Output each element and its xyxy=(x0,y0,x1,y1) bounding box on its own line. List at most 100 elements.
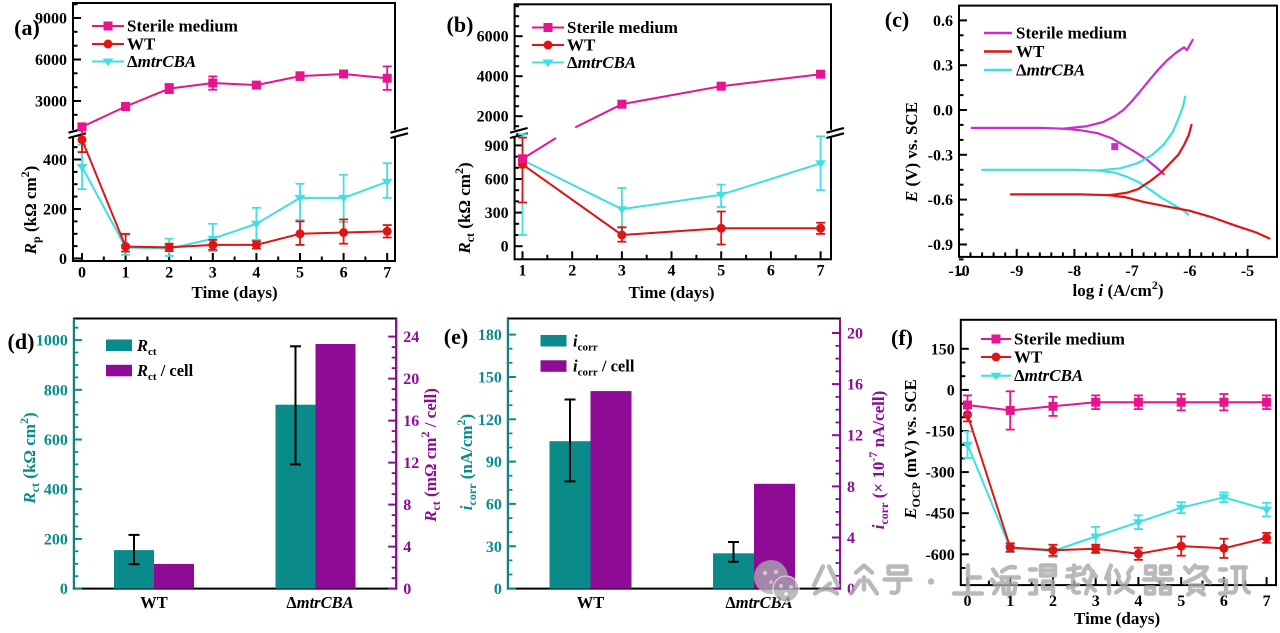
svg-text:-6: -6 xyxy=(1183,263,1196,280)
svg-text:900: 900 xyxy=(485,138,509,155)
svg-text:-600: -600 xyxy=(925,547,954,564)
svg-text:log i (A/cm2): log i (A/cm2) xyxy=(1072,278,1163,300)
svg-text:2: 2 xyxy=(165,265,173,282)
svg-text:WT: WT xyxy=(127,35,156,54)
svg-text:Rct (mΩ cm2 / cell): Rct (mΩ cm2 / cell) xyxy=(418,388,443,523)
svg-text:Time (days): Time (days) xyxy=(192,283,278,302)
svg-text:30: 30 xyxy=(486,539,502,556)
svg-text:2000: 2000 xyxy=(477,109,509,126)
svg-text:Sterile medium: Sterile medium xyxy=(1014,330,1125,349)
svg-text:3: 3 xyxy=(1092,593,1100,610)
svg-text:(f): (f) xyxy=(891,325,913,350)
svg-text:(d): (d) xyxy=(8,329,35,354)
svg-text:-300: -300 xyxy=(925,465,954,482)
svg-text:3: 3 xyxy=(209,265,217,282)
svg-text:3000: 3000 xyxy=(35,94,67,111)
svg-text:7: 7 xyxy=(383,265,391,282)
svg-text:Rct: Rct xyxy=(136,336,157,358)
svg-text:(b): (b) xyxy=(447,12,474,37)
svg-text:4: 4 xyxy=(403,539,411,556)
svg-text:E (V) vs. SCE: E (V) vs. SCE xyxy=(902,102,921,203)
svg-text:5: 5 xyxy=(296,265,304,282)
svg-text:-10: -10 xyxy=(948,263,969,280)
svg-text:4: 4 xyxy=(668,263,676,280)
svg-text:20: 20 xyxy=(403,371,419,388)
svg-text:1: 1 xyxy=(1006,593,1014,610)
svg-text:8: 8 xyxy=(847,479,855,496)
svg-text:0: 0 xyxy=(403,581,411,598)
svg-text:0: 0 xyxy=(947,382,955,399)
svg-text:200: 200 xyxy=(43,202,67,219)
svg-text:16: 16 xyxy=(847,377,863,394)
svg-text:EOCP (mV) vs. SCE: EOCP (mV) vs. SCE xyxy=(901,379,923,520)
svg-text:Rp (kΩ cm2): Rp (kΩ cm2) xyxy=(18,166,43,256)
svg-text:-7: -7 xyxy=(1125,263,1138,280)
svg-text:Sterile medium: Sterile medium xyxy=(1016,24,1127,43)
svg-text:0.3: 0.3 xyxy=(933,58,953,75)
svg-text:7: 7 xyxy=(817,263,825,280)
svg-text:(c): (c) xyxy=(885,7,909,32)
svg-text:20: 20 xyxy=(847,326,863,343)
svg-text:-0.3: -0.3 xyxy=(928,147,953,164)
svg-text:12: 12 xyxy=(403,455,419,472)
svg-text:ΔmtrCBA: ΔmtrCBA xyxy=(127,52,196,71)
svg-text:ΔmtrCBA: ΔmtrCBA xyxy=(1016,61,1085,80)
svg-text:1: 1 xyxy=(122,265,130,282)
svg-text:4000: 4000 xyxy=(477,69,509,86)
svg-text:4: 4 xyxy=(847,530,855,547)
svg-text:WT: WT xyxy=(1014,348,1043,367)
svg-text:(a): (a) xyxy=(14,15,40,40)
svg-text:90: 90 xyxy=(486,454,502,471)
svg-text:icorr (× 10-7 nA/cell): icorr (× 10-7 nA/cell) xyxy=(866,391,891,529)
svg-text:Rct (kΩ cm2): Rct (kΩ cm2) xyxy=(17,412,42,504)
svg-text:Sterile medium: Sterile medium xyxy=(127,17,238,36)
svg-text:0.6: 0.6 xyxy=(933,13,953,30)
svg-text:600: 600 xyxy=(44,432,68,449)
svg-text:180: 180 xyxy=(478,327,502,344)
svg-text:-0.9: -0.9 xyxy=(928,237,953,254)
svg-text:9000: 9000 xyxy=(35,11,67,28)
svg-text:0: 0 xyxy=(494,581,502,598)
svg-text:1000: 1000 xyxy=(36,333,68,350)
svg-text:WT: WT xyxy=(567,36,596,55)
svg-text:0: 0 xyxy=(501,239,509,256)
svg-text:4: 4 xyxy=(1134,593,1142,610)
svg-text:ΔmtrCBA: ΔmtrCBA xyxy=(567,53,636,72)
svg-text:8: 8 xyxy=(403,497,411,514)
svg-text:60: 60 xyxy=(486,496,502,513)
svg-text:WT: WT xyxy=(577,593,605,612)
svg-text:600: 600 xyxy=(485,172,509,189)
svg-text:(e): (e) xyxy=(444,324,468,349)
svg-text:2: 2 xyxy=(568,263,576,280)
svg-text:ΔmtrCBA: ΔmtrCBA xyxy=(286,593,353,612)
svg-text:icorr (nA/cm2): icorr (nA/cm2) xyxy=(454,414,479,510)
svg-text:WT: WT xyxy=(1016,42,1045,61)
svg-text:300: 300 xyxy=(485,205,509,222)
svg-text:0: 0 xyxy=(964,593,972,610)
svg-text:6000: 6000 xyxy=(35,52,67,69)
svg-text:0: 0 xyxy=(78,265,86,282)
svg-text:-5: -5 xyxy=(1241,263,1254,280)
svg-text:4: 4 xyxy=(252,265,260,282)
svg-text:16: 16 xyxy=(403,413,419,430)
svg-text:1: 1 xyxy=(519,263,527,280)
svg-text:Sterile medium: Sterile medium xyxy=(567,18,678,37)
svg-text:3: 3 xyxy=(618,263,626,280)
svg-text:800: 800 xyxy=(44,382,68,399)
svg-text:-9: -9 xyxy=(1010,263,1023,280)
svg-text:6: 6 xyxy=(1220,593,1228,610)
svg-text:0: 0 xyxy=(59,251,67,268)
svg-text:-150: -150 xyxy=(925,424,954,441)
svg-text:0: 0 xyxy=(847,581,855,598)
svg-text:7: 7 xyxy=(1263,593,1271,610)
svg-text:2: 2 xyxy=(1049,593,1057,610)
svg-text:120: 120 xyxy=(478,412,502,429)
svg-text:12: 12 xyxy=(847,428,863,445)
svg-text:400: 400 xyxy=(44,482,68,499)
svg-text:WT: WT xyxy=(140,593,168,612)
svg-text:0.0: 0.0 xyxy=(933,103,953,120)
svg-text:400: 400 xyxy=(43,152,67,169)
svg-text:Time (days): Time (days) xyxy=(628,283,714,302)
svg-text:0: 0 xyxy=(60,581,68,598)
svg-text:150: 150 xyxy=(931,341,955,358)
